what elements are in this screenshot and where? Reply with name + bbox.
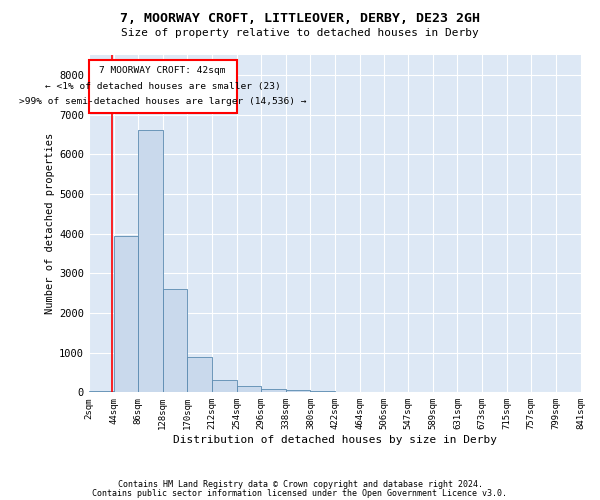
Bar [138,130,163,392]
Text: 7, MOORWAY CROFT, LITTLEOVER, DERBY, DE23 2GH: 7, MOORWAY CROFT, LITTLEOVER, DERBY, DE2… [120,12,480,26]
Bar [261,389,286,392]
Text: Contains public sector information licensed under the Open Government Licence v3: Contains public sector information licen… [92,489,508,498]
Text: Size of property relative to detached houses in Derby: Size of property relative to detached ho… [121,28,479,38]
Text: Contains HM Land Registry data © Crown copyright and database right 2024.: Contains HM Land Registry data © Crown c… [118,480,482,489]
Bar [212,380,236,392]
Bar [187,356,212,392]
Bar [113,236,138,392]
Text: ← <1% of detached houses are smaller (23): ← <1% of detached houses are smaller (23… [45,82,281,90]
Bar [310,391,335,392]
Y-axis label: Number of detached properties: Number of detached properties [45,133,55,314]
Bar [163,289,187,393]
X-axis label: Distribution of detached houses by size in Derby: Distribution of detached houses by size … [173,435,497,445]
Bar [89,60,236,112]
Bar [286,390,310,392]
Text: >99% of semi-detached houses are larger (14,536) →: >99% of semi-detached houses are larger … [19,98,307,106]
Text: 7 MOORWAY CROFT: 42sqm: 7 MOORWAY CROFT: 42sqm [100,66,226,75]
Bar [236,386,261,392]
